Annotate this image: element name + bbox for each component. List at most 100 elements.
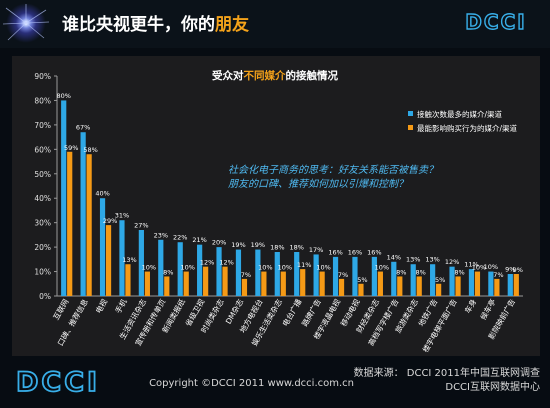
bar-series-1: [138, 230, 144, 296]
bar-series-1: [507, 274, 513, 296]
data-label-series-1: 11%: [464, 261, 478, 269]
bar-series-1: [158, 239, 164, 296]
bar-series-1: [488, 271, 494, 296]
data-label-series-2: 7%: [241, 271, 251, 279]
bar-series-2: [494, 278, 500, 296]
data-label-series-2: 29%: [103, 217, 117, 225]
data-label-series-2: 10%: [278, 264, 292, 272]
data-label-series-1: 17%: [309, 246, 323, 254]
bar-series-2: [300, 269, 306, 296]
y-tick-label: 90%: [34, 72, 51, 81]
y-tick-label: 80%: [34, 96, 51, 105]
y-tick-label: 50%: [34, 170, 51, 179]
data-label-series-1: 16%: [328, 248, 342, 256]
y-tick-label: 70%: [34, 121, 51, 130]
bar-series-2: [319, 271, 325, 296]
bar-series-1: [468, 269, 475, 296]
bar-series-1: [371, 256, 377, 296]
page-title: 谁比央视更牛，你的朋友: [62, 10, 249, 35]
data-label-series-1: 20%: [212, 239, 226, 247]
dcci-logo-bottom: DCCI: [15, 366, 98, 396]
footer-copyright: Copyright ©DCCI 2011 www.dcci.com.cn: [149, 378, 354, 389]
bar-series-2: [397, 276, 403, 296]
data-label-series-1: 19%: [231, 241, 245, 249]
data-label-series-1: 80%: [56, 92, 70, 100]
data-label-series-2: 8%: [163, 268, 173, 276]
chart-title-suffix: 的接触情况: [285, 70, 339, 82]
x-tick-label: 楼宇电梯平面广告: [420, 297, 459, 354]
bar-series-2: [144, 271, 150, 296]
data-label-series-2: 10%: [375, 264, 389, 272]
data-label-series-1: 10%: [484, 263, 498, 271]
annotation: 社会化电子商务的思考：好友关系能否被售卖？ 朋友的口碑、推荐如何加以引爆和控制？: [228, 164, 438, 192]
data-label-series-1: 13%: [425, 256, 439, 264]
annotation-line-1: 社会化电子商务的思考：好友关系能否被售卖？: [228, 165, 438, 176]
data-label-series-1: 67%: [76, 124, 90, 132]
data-label-series-1: 13%: [406, 256, 420, 264]
data-label-series-2: 11%: [297, 261, 311, 269]
data-label-series-2: 10%: [316, 264, 330, 272]
data-label-series-1: 21%: [192, 236, 206, 244]
data-label-series-1: 23%: [154, 231, 168, 239]
y-tick-label: 20%: [34, 243, 51, 252]
chart-title-prefix: 受众对: [212, 70, 244, 82]
data-label-series-2: 58%: [83, 146, 97, 154]
bar-series-2: [358, 283, 364, 296]
bar-series-1: [99, 198, 106, 296]
bar-series-2: [280, 271, 286, 296]
legend-swatch-series-1: [408, 111, 413, 116]
y-tick-label: 30%: [34, 219, 51, 228]
bar-series-1: [352, 256, 358, 296]
bar-series-2: [338, 278, 345, 296]
chart-title-accent: 不同媒介: [243, 70, 286, 82]
data-label-series-2: 10%: [258, 264, 272, 272]
bar-series-2: [474, 271, 481, 296]
bar-series-1: [430, 264, 436, 296]
x-tick-label: 手机: [113, 297, 129, 315]
bar-series-1: [119, 220, 125, 296]
logo-top-text: DCCI: [465, 10, 526, 34]
data-label-series-2: 13%: [122, 256, 136, 264]
bar-series-1: [216, 247, 222, 296]
footer-center: DCCI互联网数据中心: [445, 382, 540, 393]
data-label-series-1: 12%: [445, 258, 459, 266]
bar-series-1: [255, 249, 261, 296]
data-label-series-1: 40%: [95, 190, 109, 198]
x-tick-label: 车身: [462, 297, 478, 315]
bar-series-1: [274, 252, 280, 296]
page-title-main: 谁比央视更牛，你的: [62, 15, 215, 35]
data-label-series-2: 59%: [64, 144, 78, 152]
data-label-series-1: 18%: [289, 244, 303, 252]
data-label-series-1: 31%: [115, 212, 129, 220]
bar-series-1: [313, 254, 319, 296]
y-tick-label: 0%: [39, 292, 51, 301]
bar-series-1: [294, 252, 300, 296]
data-label-series-2: 10%: [180, 264, 194, 272]
footer-source: 数据来源： DCCI 2011年中国互联网调查: [353, 368, 540, 379]
x-tick-label: 候车亭: [478, 297, 498, 322]
bar-series-1: [80, 132, 86, 296]
data-label-series-1: 18%: [270, 244, 284, 252]
bar-series-1: [235, 249, 242, 296]
bar-series-2: [105, 225, 112, 296]
data-label-series-1: 16%: [348, 248, 362, 256]
data-label-series-2: 7%: [338, 271, 348, 279]
y-tick-label: 10%: [34, 268, 51, 277]
bar-series-2: [261, 271, 267, 296]
bar-series-2: [183, 271, 189, 296]
bar-series-2: [241, 278, 248, 296]
bar-series-2: [416, 276, 422, 296]
dcci-logo-top: DCCI: [465, 9, 526, 34]
bar-series-1: [391, 261, 397, 296]
data-label-series-1: 19%: [251, 241, 265, 249]
data-label-series-2: 10%: [142, 264, 156, 272]
bar-series-2: [436, 283, 442, 296]
chart-title: 受众对不同媒介的接触情况: [0, 68, 550, 83]
data-label-series-1: 14%: [387, 253, 401, 261]
footer: 数据来源： DCCI 2011年中国互联网调查 Copyright ©DCCI …: [0, 362, 550, 408]
bar-series-1: [197, 244, 203, 296]
x-tick-label: 互联网: [51, 298, 70, 322]
bar-series-2: [67, 151, 73, 296]
data-label-series-1: 27%: [134, 222, 148, 230]
